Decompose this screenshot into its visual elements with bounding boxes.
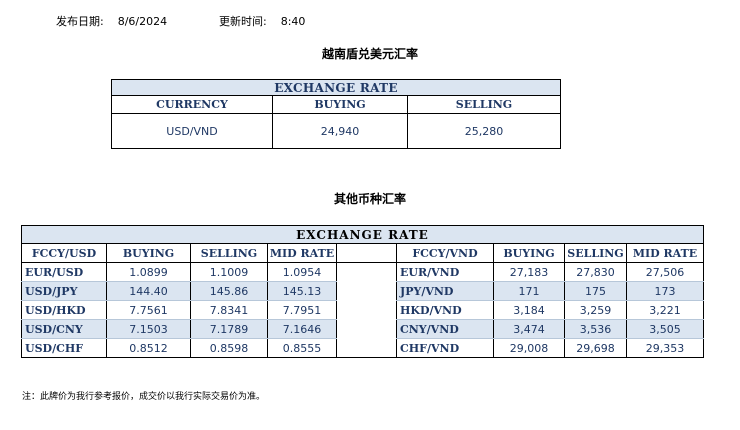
mid-rate-cell: 3,221 — [626, 300, 704, 320]
pair-cell: EUR/VND — [396, 262, 494, 282]
column-header: SELLING — [407, 95, 561, 114]
selling-cell: 1.1009 — [190, 262, 268, 282]
column-header: BUYING — [493, 243, 565, 263]
publish-date-value: 8/6/2024 — [117, 15, 168, 28]
pair-cell: USD/HKD — [21, 300, 107, 320]
other-currencies-table-header: EXCHANGE RATE — [21, 225, 704, 244]
buying-cell: 144.40 — [106, 281, 191, 301]
pair-cell: CHF/VND — [396, 338, 494, 358]
column-header: SELLING — [190, 243, 268, 263]
pair-cell: USD/CNY — [21, 319, 107, 339]
column-header: FCCY/USD — [21, 243, 107, 263]
column-header: FCCY/VND — [396, 243, 494, 263]
buying-cell: 7.1503 — [106, 319, 191, 339]
update-time: 更新时间: 8:40 — [219, 13, 305, 29]
publish-date-label: 发布日期: — [56, 15, 104, 28]
mid-rate-cell: 145.13 — [267, 281, 337, 301]
selling-cell: 25,280 — [407, 113, 561, 149]
buying-cell: 7.7561 — [106, 300, 191, 320]
mid-rate-cell: 7.1646 — [267, 319, 337, 339]
buying-cell: 24,940 — [272, 113, 408, 149]
mid-rate-cell: 27,506 — [626, 262, 704, 282]
buying-cell: 1.0899 — [106, 262, 191, 282]
disclaimer-note: 注：此牌价为我行参考报价，成交价以我行实际交易价为准。 — [22, 392, 266, 402]
column-header: SELLING — [564, 243, 627, 263]
usd-vnd-table-header: EXCHANGE RATE — [111, 79, 561, 96]
mid-rate-cell: 173 — [626, 281, 704, 301]
pair-cell: JPY/VND — [396, 281, 494, 301]
gap-cell — [336, 300, 397, 320]
usd-vnd-title: 越南盾兑美元汇率 — [321, 47, 418, 61]
column-header: BUYING — [272, 95, 408, 114]
pair-cell: CNY/VND — [396, 319, 494, 339]
column-header: MID RATE — [626, 243, 704, 263]
table-row: USD/HKD 7.7561 7.8341 7.7951 HKD/VND 3,184 3,2… — [21, 300, 704, 320]
others-title: 其他币种汇率 — [333, 192, 406, 206]
gap-cell — [336, 319, 397, 339]
selling-cell: 3,259 — [564, 300, 627, 320]
pair-cell: USD/JPY — [21, 281, 107, 301]
mid-rate-cell: 0.8555 — [267, 338, 337, 358]
mid-rate-cell: 29,353 — [626, 338, 704, 358]
buying-cell: 171 — [493, 281, 565, 301]
gap-cell — [336, 338, 397, 358]
selling-cell: 7.8341 — [190, 300, 268, 320]
gap-cell — [336, 262, 397, 282]
buying-cell: 0.8512 — [106, 338, 191, 358]
gap-cell — [336, 281, 397, 301]
mid-rate-cell: 1.0954 — [267, 262, 337, 282]
buying-cell: 3,184 — [493, 300, 565, 320]
currency-cell: USD/VND — [166, 124, 218, 138]
table-row: USD/CNY 7.1503 7.1789 7.1646 CNY/VND 3,474 3,5… — [21, 319, 704, 339]
table-row: USD/JPY 144.40 145.86 145.13 JPY/VND 171 175 17… — [21, 281, 704, 301]
column-header: MID RATE — [267, 243, 337, 263]
buying-cell: 3,474 — [493, 319, 565, 339]
selling-cell: 27,830 — [564, 262, 627, 282]
table-row: USD/CHF 0.8512 0.8598 0.8555 CHF/VND 29,008 29… — [22, 338, 704, 358]
publish-date: 发布日期: 8/6/2024 — [56, 13, 167, 29]
buying-cell: 29,008 — [493, 338, 565, 358]
mid-rate-cell: 7.7951 — [267, 300, 337, 320]
column-header: BUYING — [106, 243, 191, 263]
update-time-value: 8:40 — [280, 15, 306, 28]
column-header: CURRENCY — [111, 95, 273, 114]
selling-cell: 7.1789 — [190, 319, 268, 339]
pair-cell: EUR/USD — [21, 262, 107, 282]
mid-rate-cell: 3,505 — [626, 319, 704, 339]
column-gap — [336, 243, 397, 263]
buying-cell: 27,183 — [493, 262, 565, 282]
other-currencies-table: EXCHANGE RATE FCCY/USD BUYING SELLING MI… — [21, 225, 704, 358]
selling-cell: 145.86 — [190, 281, 268, 301]
pair-cell: HKD/VND — [396, 300, 494, 320]
table-row: USD/VND 24,940 25,280 — [112, 113, 561, 149]
selling-cell: 0.8598 — [190, 338, 268, 358]
selling-cell: 29,698 — [564, 338, 627, 358]
pair-cell: USD/CHF — [25, 341, 84, 355]
selling-cell: 175 — [564, 281, 627, 301]
table-row: EUR/USD 1.0899 1.1009 1.0954 EUR/VND 27,183 27… — [21, 262, 704, 282]
usd-vnd-table: EXCHANGE RATE CURRENCY BUYING SELLING US… — [111, 79, 561, 149]
update-time-label: 更新时间: — [219, 15, 267, 28]
selling-cell: 3,536 — [564, 319, 627, 339]
